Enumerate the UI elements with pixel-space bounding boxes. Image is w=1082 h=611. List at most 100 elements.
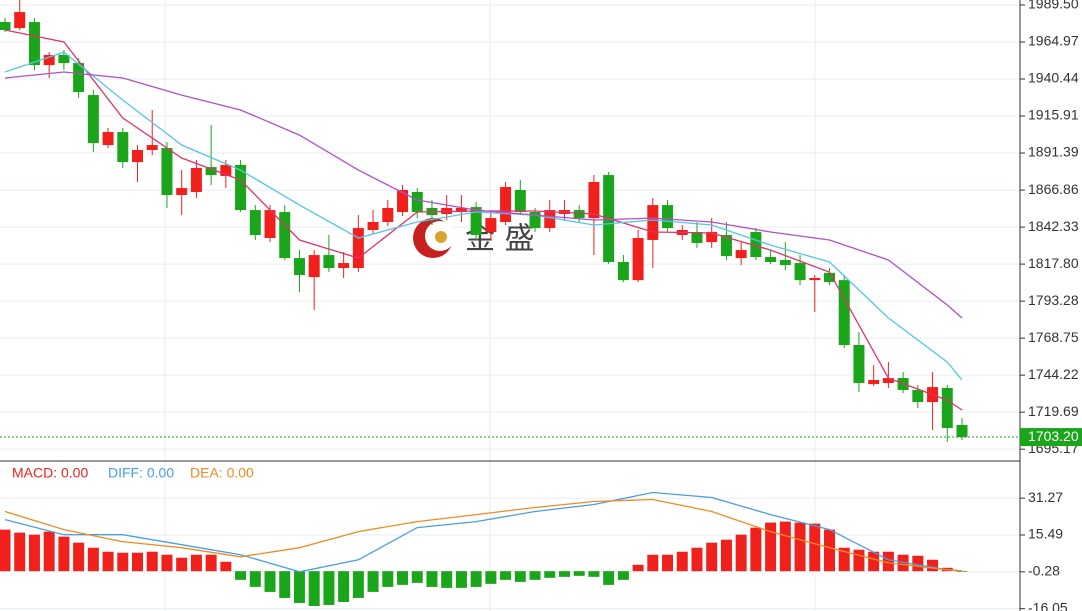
macd-bar (426, 571, 438, 587)
y-tick-label: 1989.50 (1028, 0, 1079, 12)
candle-body (647, 205, 659, 240)
macd-bar (956, 571, 968, 572)
axis: 1989.50 1964.97 1940.44 1915.91 1891.39 1866.… (12, 0, 1082, 611)
macd-bar (809, 523, 821, 572)
macd-bar (794, 522, 806, 572)
watermark: 金 盛 (413, 218, 535, 258)
candle-body (397, 190, 409, 213)
candle-body (249, 210, 261, 235)
macd-bar (691, 547, 703, 572)
candle-body (823, 272, 835, 283)
macd-bar (485, 571, 497, 584)
macd-bar (205, 554, 217, 572)
macd-bar (779, 521, 791, 572)
candle-body (662, 205, 674, 229)
y-tick-label: 1891.39 (1028, 144, 1079, 160)
y-tick-label: 1793.28 (1028, 292, 1079, 308)
macd-bar (441, 571, 453, 588)
candle-body (706, 231, 718, 243)
candle-body (161, 148, 173, 195)
macd-bar (146, 551, 158, 572)
candle-body (470, 207, 482, 235)
candle-body (323, 255, 335, 269)
macd-bar (338, 571, 350, 602)
candle-body (794, 263, 806, 281)
macd-bar (87, 547, 99, 572)
macd-bar (573, 571, 585, 576)
candle-body (485, 218, 497, 232)
macd-bar (397, 571, 409, 585)
macd-bar (249, 571, 261, 587)
macd-bar (838, 547, 850, 572)
candle-body (132, 150, 144, 163)
macd-bar (0, 529, 11, 572)
last-price-box (1020, 428, 1082, 447)
candle-body (190, 167, 202, 192)
line-series (4, 491, 963, 573)
candle-body (308, 255, 320, 278)
macd-bar (411, 571, 423, 583)
macd-bar (720, 539, 732, 572)
candle-body (529, 212, 541, 229)
macd-bar (558, 571, 570, 577)
logo-dot (435, 231, 447, 243)
candle-body (750, 231, 762, 258)
macd-bar (500, 571, 512, 580)
macd-bar (529, 571, 541, 580)
candle-body (455, 207, 467, 213)
candle-body (411, 191, 423, 213)
candle-body (765, 257, 777, 262)
candle-body (617, 261, 629, 281)
macd-bar (588, 571, 600, 577)
candle-body (102, 132, 114, 146)
candle-body (735, 250, 747, 259)
macd-bar (28, 534, 40, 572)
macd-bar (853, 549, 865, 572)
y-tick-label: 1719.69 (1028, 403, 1079, 419)
candle-body (352, 228, 364, 269)
y-tick-label: 1940.44 (1028, 70, 1079, 86)
legend-entry: MACD: 0.00 (12, 465, 88, 481)
macd-bar (235, 571, 247, 580)
macd-bar (603, 571, 615, 585)
candle-body (868, 380, 880, 385)
line-series (4, 51, 963, 381)
candle-body (87, 95, 99, 144)
candle-body (58, 54, 70, 64)
candle-body (205, 167, 217, 176)
candle-body (544, 210, 556, 229)
y-tick-label: 31.27 (1028, 489, 1063, 505)
last-price-label: 1703.20 (1028, 428, 1079, 444)
candle-body (588, 182, 600, 219)
y-tick-label: 1744.22 (1028, 366, 1079, 382)
legend-entry: DEA: 0.00 (190, 465, 254, 481)
y-tick-label: 1866.86 (1028, 181, 1079, 197)
candle-body (720, 234, 732, 257)
candle-body (367, 222, 379, 230)
candle-body (43, 54, 55, 66)
y-tick-label: 1964.97 (1028, 33, 1079, 49)
legend-entry: DIFF: 0.00 (108, 465, 174, 481)
candle-body (293, 258, 305, 275)
macd-bar (132, 552, 144, 572)
y-tick-label: 1842.33 (1028, 218, 1079, 234)
candle-body (176, 188, 188, 195)
macd-bar (868, 551, 880, 572)
macd-bar (43, 531, 55, 572)
candle-body (912, 389, 924, 403)
macd-bar (279, 571, 291, 598)
macd-bar (706, 542, 718, 572)
macd-bar (632, 564, 644, 572)
macd-bar (735, 534, 747, 572)
macd-bar (382, 571, 394, 587)
macd-bar (220, 561, 232, 572)
macd-bar (912, 555, 924, 572)
candle-body (838, 280, 850, 345)
candle-body (941, 388, 953, 429)
candle-body (73, 63, 85, 93)
macd-bar (662, 554, 674, 572)
candle-body (117, 132, 129, 163)
macd-bar (455, 571, 467, 588)
marks (0, 0, 1020, 606)
